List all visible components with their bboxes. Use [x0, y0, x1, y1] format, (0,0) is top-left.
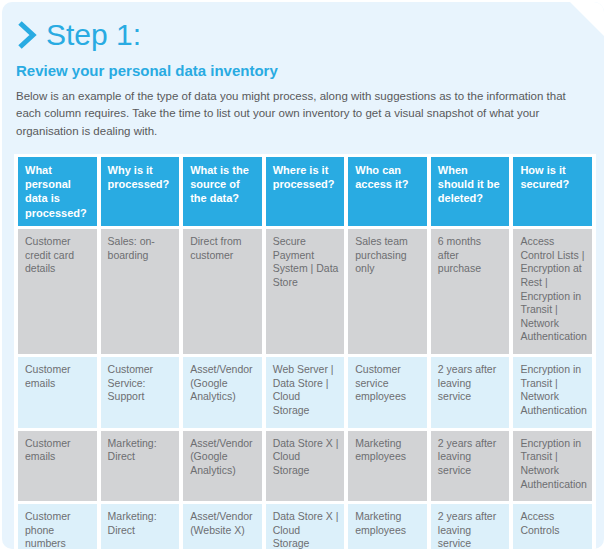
column-header: What personal data is processed? — [18, 157, 97, 226]
table-cell: 2 years after leaving service — [431, 504, 510, 549]
section-title: Review your personal data inventory — [16, 62, 590, 79]
table-cell: Access Controls — [513, 504, 592, 549]
table-cell: Asset/Vendor (Google Analytics) — [183, 357, 262, 428]
table-cell: Encryption in Transit | Network Authenti… — [513, 431, 592, 502]
table-cell: Sales team purchasing only — [348, 229, 427, 354]
table-cell: 2 years after leaving service — [431, 357, 510, 428]
column-header: When should it be deleted? — [431, 157, 510, 226]
table-row: Customer phone numbersMarketing: DirectA… — [18, 504, 592, 549]
table-cell: Customer emails — [18, 431, 97, 502]
table-row: Customer emailsCustomer Service: Support… — [18, 357, 592, 428]
table-cell: Encryption in Transit | Network Authenti… — [513, 357, 592, 428]
step-title: Step 1: — [46, 18, 141, 52]
table-row: Customer credit card detailsSales: on-bo… — [18, 229, 592, 354]
table-cell: Data Store X | Cloud Storage — [266, 431, 345, 502]
table-cell: Marketing: Direct — [101, 504, 180, 549]
table-header-row: What personal data is processed?Why is i… — [18, 157, 592, 226]
guide-card: Step 1: Review your personal data invent… — [2, 2, 604, 549]
table-cell: Customer Service: Support — [101, 357, 180, 428]
column-header: Why is it processed? — [101, 157, 180, 226]
table-cell: Direct from customer — [183, 229, 262, 354]
chevron-right-icon — [16, 20, 38, 50]
table-cell: Marketing employees — [348, 431, 427, 502]
table-cell: Customer phone numbers — [18, 504, 97, 549]
table-cell: Sales: on-boarding — [101, 229, 180, 354]
table-cell: 6 months after purchase — [431, 229, 510, 354]
step-heading: Step 1: — [16, 18, 592, 52]
intro-paragraph: Below is an example of the type of data … — [16, 88, 590, 140]
data-inventory-table: What personal data is processed?Why is i… — [14, 154, 596, 549]
table-cell: Data Store X | Cloud Storage — [266, 504, 345, 549]
table-row: Customer emailsMarketing: DirectAsset/Ve… — [18, 431, 592, 502]
table-cell: 2 years after leaving service — [431, 431, 510, 502]
table-cell: Customer emails — [18, 357, 97, 428]
table-cell: Web Server | Data Store | Cloud Storage — [266, 357, 345, 428]
column-header: What is the source of the data? — [183, 157, 262, 226]
table-cell: Secure Payment System | Data Store — [266, 229, 345, 354]
table-cell: Asset/Vendor (Website X) — [183, 504, 262, 549]
column-header: Who can access it? — [348, 157, 427, 226]
table-cell: Marketing employees — [348, 504, 427, 549]
table-cell: Customer credit card details — [18, 229, 97, 354]
column-header: How is it secured? — [513, 157, 592, 226]
folded-corner — [570, 2, 604, 36]
table-cell: Customer service employees — [348, 357, 427, 428]
table-cell: Asset/Vendor (Google Analytics) — [183, 431, 262, 502]
table-cell: Access Control Lists | Encryption at Res… — [513, 229, 592, 354]
column-header: Where is it processed? — [266, 157, 345, 226]
table-cell: Marketing: Direct — [101, 431, 180, 502]
